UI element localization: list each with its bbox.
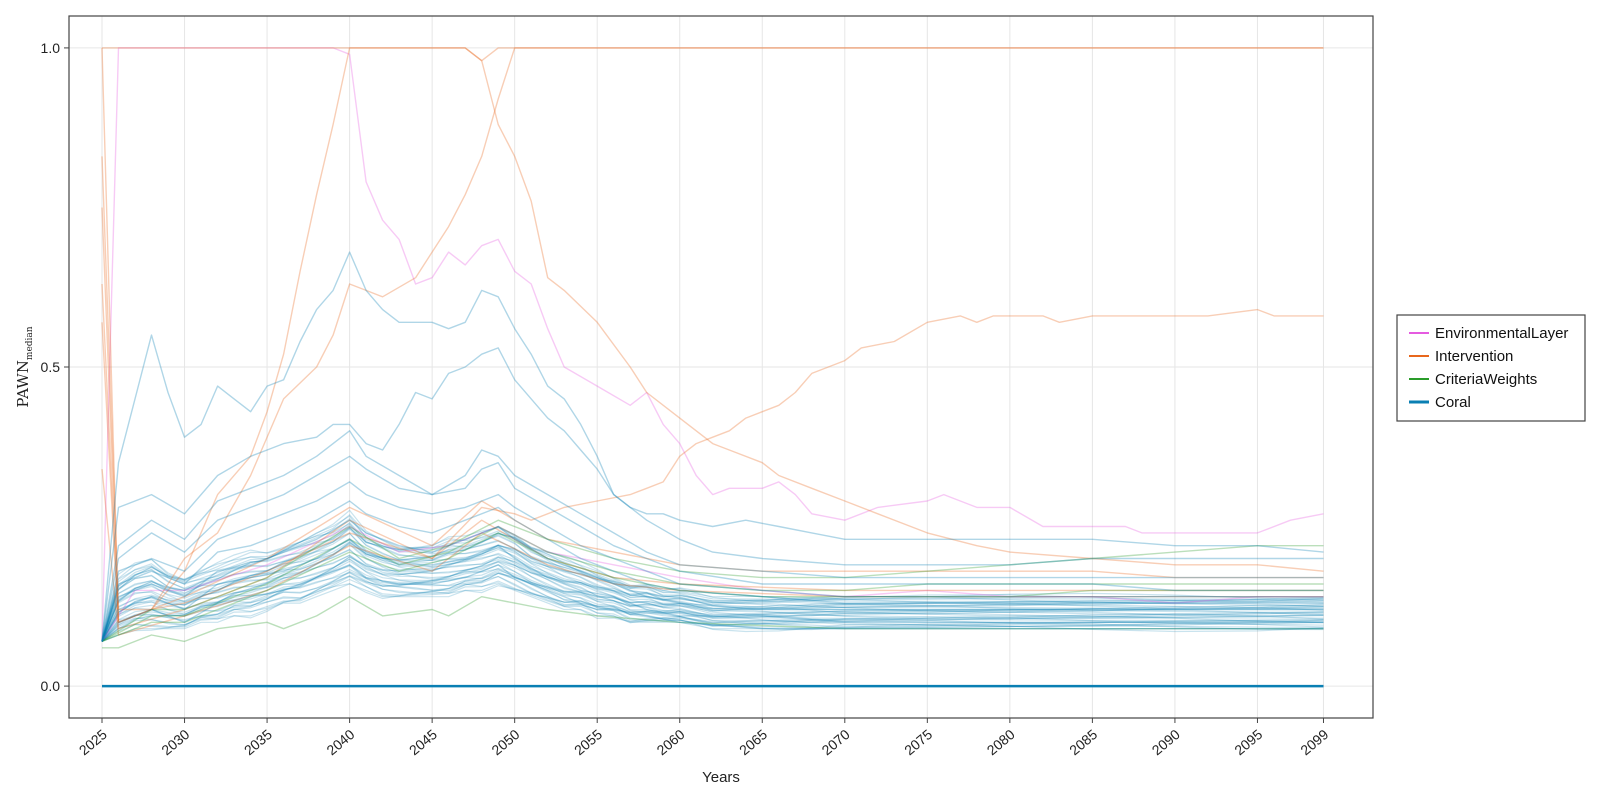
series-line-criteriaweights (102, 596, 1324, 649)
series-line-coral (101, 251, 1324, 642)
series-line-criteriaweights (101, 532, 1324, 643)
legend-label: Coral (1435, 394, 1471, 411)
x-tick-label: 2060 (654, 726, 688, 758)
series-line-coral (101, 500, 1324, 642)
y-axis-label-main: PAWN (14, 360, 32, 407)
coral-band-line (101, 554, 1324, 642)
coral-band-line (101, 522, 1324, 642)
x-tick-label: 2040 (323, 726, 357, 758)
series-line-intervention (101, 207, 1324, 623)
coral-band-line (101, 570, 1324, 642)
coral-band-line (101, 527, 1324, 642)
x-tick-label: 2025 (76, 726, 110, 758)
coral-band-line (101, 540, 1324, 642)
coral-band-line (101, 575, 1324, 642)
x-tick-label: 2075 (901, 726, 935, 758)
coral-band-line (101, 558, 1324, 642)
coral-band-line (101, 532, 1324, 642)
coral-band-line (101, 517, 1324, 642)
series-line-coral (101, 455, 1324, 642)
coral-band-line (101, 537, 1324, 642)
series-line-coral (101, 430, 1324, 642)
coral-band-line (101, 509, 1324, 642)
coral-band-line (101, 515, 1324, 642)
series-line-intervention (102, 47, 1324, 62)
series-line-coral (101, 519, 1324, 642)
coral-band-line (101, 556, 1324, 642)
coral-band-line (101, 556, 1324, 642)
x-tick-label: 2050 (488, 726, 522, 758)
coral-band-line (101, 549, 1324, 642)
x-tick-label: 2080 (984, 726, 1018, 758)
y-tick-label: 0.0 (41, 678, 61, 694)
legend-label: EnvironmentalLayer (1435, 325, 1568, 342)
coral-band-line (101, 568, 1324, 642)
y-axis-label-subscript: median (25, 326, 35, 360)
coral-band-line (101, 583, 1324, 642)
coral-band-line (101, 526, 1324, 642)
legend-label: Intervention (1435, 348, 1513, 365)
series-line-criteriaweights (101, 519, 1324, 642)
coral-band-line (101, 542, 1324, 642)
coral-band-line (101, 526, 1324, 642)
y-axis-ticks: 0.0 0.5 1.0 (41, 40, 69, 694)
coral-band-line (101, 582, 1324, 642)
coral-band-line (101, 572, 1324, 642)
series-line-intervention (101, 47, 1324, 611)
coral-band-line (101, 558, 1324, 642)
y-tick-label: 1.0 (41, 40, 61, 56)
series-line-intervention (101, 469, 1324, 636)
coral-band-line (101, 523, 1324, 642)
x-tick-label: 2045 (406, 726, 440, 758)
series-lines (101, 47, 1324, 688)
y-axis-label: PAWNmedian (14, 326, 35, 407)
series-line-coral (101, 538, 1324, 642)
coral-band-line (101, 532, 1324, 642)
x-tick-label: 2035 (241, 726, 275, 758)
series-line-coral (101, 564, 1324, 642)
coral-band-line (101, 554, 1324, 642)
coral-band-line (101, 528, 1324, 642)
grid-lines (69, 16, 1373, 718)
coral-band-line (101, 542, 1324, 642)
legend: EnvironmentalLayer Intervention CriteriaWe… (1396, 314, 1586, 422)
coral-band-line (101, 548, 1324, 642)
x-tick-label: 2055 (571, 726, 605, 758)
coral-band-line (101, 564, 1324, 642)
coral-band-line (101, 521, 1324, 642)
series-line-environmentallayer (101, 47, 1324, 642)
coral-band-line (101, 539, 1324, 642)
series-line-intervention (101, 322, 1324, 630)
x-tick-label: 2090 (1149, 726, 1183, 758)
coral-band-line (101, 513, 1324, 642)
series-line-coral (101, 347, 1324, 642)
coral-band-line (101, 571, 1324, 642)
legend-label: CriteriaWeights (1435, 371, 1537, 388)
coral-band-line (101, 560, 1324, 642)
y-tick-label: 0.5 (41, 359, 61, 375)
coral-band-line (101, 575, 1324, 642)
coral-band-line (101, 578, 1324, 642)
series-line-intervention (101, 47, 1324, 623)
coral-density-band (101, 509, 1324, 642)
coral-band-line (101, 565, 1324, 642)
x-axis-ticks: 2025 2030 2035 2040 2045 2050 2055 2060 2065 2070… (76, 718, 1332, 758)
x-tick-label: 2095 (1231, 726, 1265, 758)
coral-band-line (101, 541, 1324, 642)
x-tick-label: 2099 (1297, 726, 1331, 758)
x-tick-label: 2065 (736, 726, 770, 758)
coral-band-line (101, 543, 1324, 642)
series-line-intervention (101, 283, 1324, 623)
x-axis-label: Years (702, 769, 740, 786)
x-tick-label: 2030 (158, 726, 192, 758)
x-tick-label: 2085 (1066, 726, 1100, 758)
x-tick-label: 2070 (819, 726, 853, 758)
series-line-criteriaweights (101, 525, 1324, 643)
series-line-environmentallayer (101, 525, 1324, 642)
coral-band-line (101, 572, 1324, 642)
series-line-coral (101, 481, 1324, 642)
